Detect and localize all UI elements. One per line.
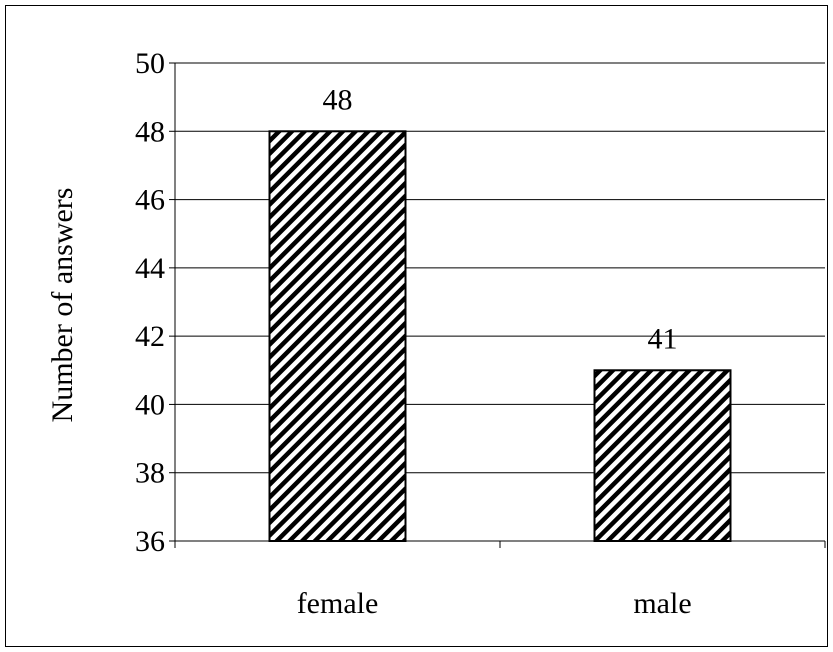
y-tick-label: 40 bbox=[135, 388, 165, 421]
bar bbox=[268, 130, 407, 543]
y-axis-title: Number of answers bbox=[46, 188, 79, 423]
y-tick-label: 42 bbox=[135, 320, 165, 353]
y-tick-label: 38 bbox=[135, 457, 165, 490]
y-tick-label: 46 bbox=[135, 184, 165, 217]
labels: 36 38 40 42 44 46 48 50 48 female 41 male bbox=[135, 47, 692, 620]
bars bbox=[268, 130, 732, 543]
x-tick-label: male bbox=[633, 587, 691, 620]
data-label: 41 bbox=[648, 322, 678, 355]
y-tick-label: 36 bbox=[135, 525, 165, 558]
bar bbox=[593, 369, 732, 542]
y-tick-label: 48 bbox=[135, 115, 165, 148]
x-tick-label: female bbox=[297, 587, 379, 620]
data-label: 48 bbox=[323, 83, 353, 116]
y-tick-label: 50 bbox=[135, 47, 165, 80]
y-tick-label: 44 bbox=[135, 252, 165, 285]
